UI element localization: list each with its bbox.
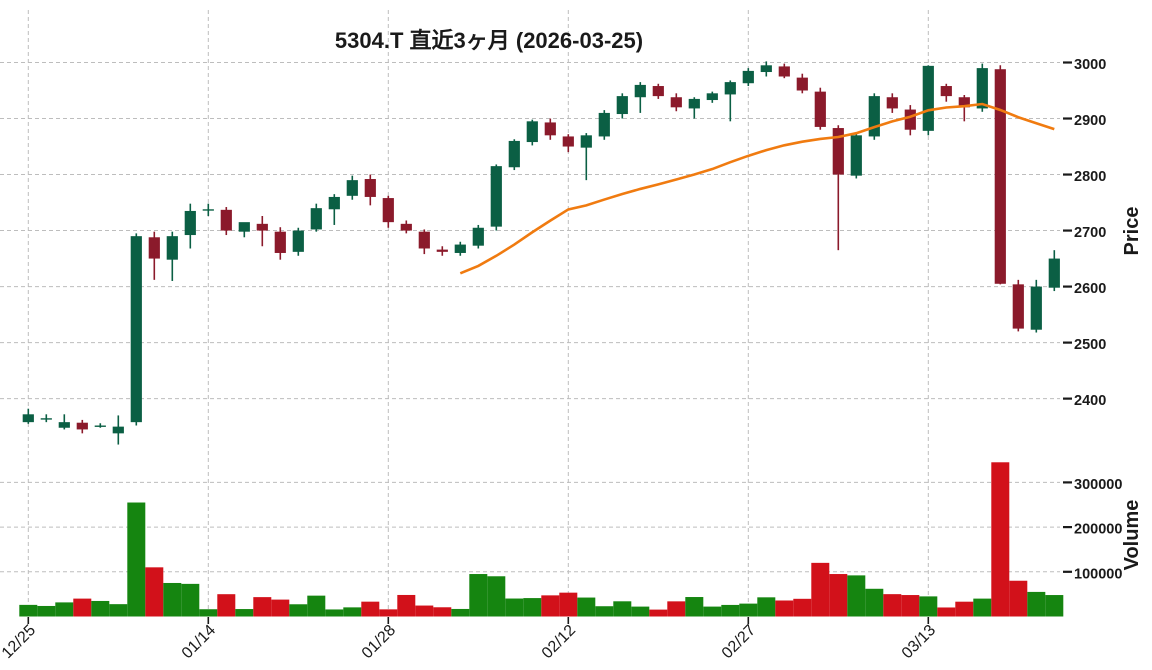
svg-text:2600: 2600 (1074, 281, 1106, 297)
svg-text:2700: 2700 (1074, 225, 1106, 241)
svg-text:Volume: Volume (1121, 500, 1143, 571)
svg-text:01/28: 01/28 (359, 622, 399, 662)
svg-text:5304.T 直近3ヶ月 (2026-03-25): 5304.T 直近3ヶ月 (2026-03-25) (335, 28, 643, 53)
svg-text:2800: 2800 (1074, 169, 1106, 185)
svg-text:12/25: 12/25 (0, 622, 39, 662)
svg-text:200000: 200000 (1074, 522, 1122, 538)
svg-text:02/27: 02/27 (719, 622, 759, 662)
svg-text:02/12: 02/12 (539, 622, 579, 662)
svg-text:300000: 300000 (1074, 477, 1122, 493)
svg-text:Price: Price (1121, 207, 1143, 256)
svg-text:100000: 100000 (1074, 566, 1122, 582)
svg-text:2900: 2900 (1074, 113, 1106, 129)
svg-text:03/13: 03/13 (899, 622, 939, 662)
svg-text:01/14: 01/14 (179, 622, 219, 662)
svg-text:3000: 3000 (1074, 57, 1106, 73)
svg-text:2500: 2500 (1074, 337, 1106, 353)
svg-text:2400: 2400 (1074, 393, 1106, 409)
